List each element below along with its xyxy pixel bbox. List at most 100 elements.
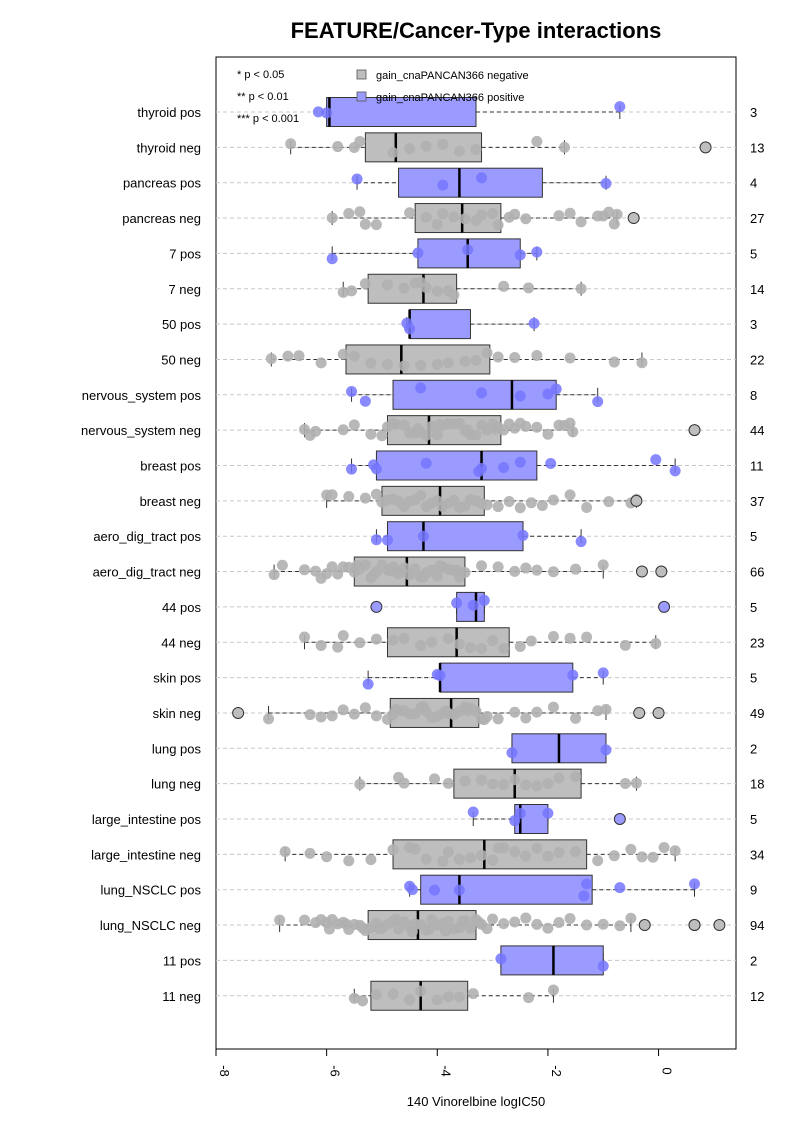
data-point [462, 705, 474, 717]
data-point [453, 991, 465, 1003]
row-count: 34 [750, 847, 764, 862]
data-point [279, 846, 291, 858]
data-point [547, 984, 559, 996]
data-point [650, 454, 662, 466]
data-point [384, 565, 396, 577]
data-point [531, 842, 543, 854]
legend-swatch-positive [356, 91, 367, 102]
data-point [547, 494, 559, 506]
data-point [553, 847, 565, 859]
row-label: 7 neg [168, 282, 201, 297]
significance-legend-3: *** p < 0.001 [237, 113, 299, 125]
data-point [354, 206, 366, 218]
data-point [600, 744, 612, 756]
row-label: nervous_system neg [81, 423, 201, 438]
data-point [332, 641, 344, 653]
data-point [387, 988, 399, 1000]
data-point [531, 706, 543, 718]
outlier-point [652, 706, 665, 719]
row-label: lung_NSCLC neg [100, 918, 201, 933]
data-point [487, 854, 499, 866]
data-point [390, 913, 402, 925]
data-point [470, 354, 482, 366]
data-point [359, 702, 371, 714]
data-point [370, 534, 382, 546]
data-point [498, 779, 510, 791]
data-point [509, 565, 521, 577]
row-label: thyroid pos [137, 105, 201, 120]
data-point [448, 211, 460, 223]
outlier-point [638, 919, 651, 932]
data-point [417, 571, 429, 583]
row-count: 5 [750, 529, 757, 544]
row-count: 37 [750, 494, 764, 509]
data-point [462, 244, 474, 256]
row-lung-NSCLC-neg: lung_NSCLC neg 94 [100, 910, 764, 941]
box [398, 167, 543, 198]
box [375, 450, 538, 481]
data-point [456, 915, 468, 927]
row-aero-dig-tract-pos: aero_dig_tract pos 5 [93, 521, 757, 552]
row-nervous-system-neg: nervous_system neg 44 [81, 415, 764, 446]
data-point [603, 206, 615, 218]
row-44-neg: 44 neg 23 [161, 627, 764, 658]
data-point [476, 387, 488, 399]
legend-label-positive: gain_cnaPANCAN366 positive [376, 92, 524, 104]
data-point [476, 463, 488, 475]
outlier-point [370, 600, 383, 613]
data-point [464, 852, 476, 864]
row-label: large_intestine neg [91, 847, 201, 862]
data-point [498, 918, 510, 930]
data-point [398, 632, 410, 644]
data-point [370, 463, 382, 475]
data-point [354, 135, 366, 147]
data-point [470, 144, 482, 156]
data-point [459, 355, 471, 367]
row-count: 11 [750, 459, 764, 474]
data-point [365, 428, 377, 440]
row-thyroid-neg: thyroid neg 13 [137, 132, 764, 163]
data-point [578, 890, 590, 902]
row-large-intestine-neg: large_intestine neg 34 [91, 839, 764, 870]
row-count: 13 [750, 140, 764, 155]
significance-legend-1: * p < 0.05 [237, 69, 284, 81]
data-point [359, 559, 371, 571]
data-point [431, 285, 443, 297]
data-point [415, 640, 427, 652]
data-point [442, 632, 454, 644]
data-point [514, 502, 526, 514]
data-point [553, 917, 565, 929]
data-point [553, 210, 565, 222]
data-point [550, 383, 562, 395]
data-point [492, 501, 504, 513]
row-50-neg: 50 neg 22 [161, 344, 764, 375]
data-point [398, 777, 410, 789]
data-point [509, 208, 521, 220]
data-point [451, 564, 463, 576]
row-breast-pos: breast pos 11 [140, 450, 764, 481]
data-point [467, 988, 479, 1000]
data-point [373, 923, 385, 935]
row-count: 22 [750, 352, 764, 367]
data-point [600, 703, 612, 715]
data-point [453, 853, 465, 865]
data-point [354, 778, 366, 790]
data-point [478, 714, 490, 726]
data-point [370, 488, 382, 500]
data-point [523, 992, 535, 1004]
row-label: aero_dig_tract neg [93, 565, 201, 580]
row-11-neg: 11 neg 12 [162, 980, 764, 1011]
data-point [415, 382, 427, 394]
row-label: 44 pos [162, 600, 202, 615]
data-point [451, 597, 463, 609]
row-7-neg: 7 neg 14 [168, 273, 764, 304]
row-label: lung pos [152, 741, 202, 756]
data-point [520, 912, 532, 924]
data-point [337, 348, 349, 360]
data-point [354, 637, 366, 649]
row-label: 7 pos [169, 246, 201, 261]
significance-legend-2: ** p < 0.01 [237, 91, 289, 103]
data-point [404, 143, 416, 155]
outlier-point [658, 600, 671, 613]
